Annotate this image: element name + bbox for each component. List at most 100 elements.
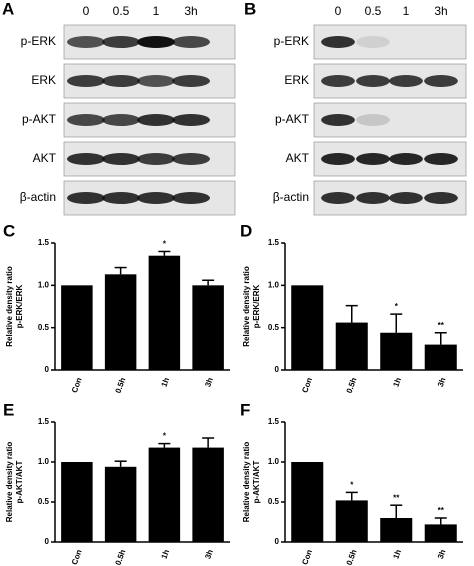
- band: [67, 153, 105, 165]
- panel-label: C: [3, 221, 15, 240]
- band: [102, 192, 140, 204]
- band: [102, 114, 140, 126]
- y-tick-label: 1.0: [268, 457, 280, 466]
- band: [321, 153, 355, 165]
- band: [321, 114, 355, 126]
- band: [102, 36, 140, 48]
- panel-label: D: [240, 221, 252, 240]
- y-tick-label: 1.5: [38, 417, 50, 426]
- x-tick-label: Con: [300, 548, 314, 566]
- bar: [61, 285, 93, 370]
- bar: [424, 344, 457, 370]
- row-label: β-actin: [273, 190, 309, 204]
- lane-label: 0: [83, 4, 90, 18]
- x-tick-label: 3h: [203, 376, 215, 388]
- y-axis-label: Relative density ratio: [242, 266, 251, 347]
- band: [356, 114, 390, 126]
- y-tick-label: 1.5: [268, 238, 280, 247]
- band: [67, 114, 105, 126]
- band: [172, 153, 210, 165]
- panel-label: F: [240, 400, 250, 419]
- row-label: ERK: [284, 73, 309, 87]
- lane-label: 0.5: [365, 4, 382, 18]
- significance: *: [163, 240, 167, 249]
- band: [67, 192, 105, 204]
- x-tick-label: 0.5h: [345, 548, 359, 566]
- band: [67, 36, 105, 48]
- x-tick-label: Con: [70, 376, 84, 394]
- y-tick-label: 0.5: [38, 497, 50, 506]
- row-label: p-AKT: [22, 112, 57, 126]
- band: [102, 75, 140, 87]
- y-tick-label: 0.5: [268, 497, 280, 506]
- row-label: p-ERK: [274, 34, 309, 48]
- lane-label: 1: [153, 4, 160, 18]
- bar: [424, 524, 457, 542]
- row-label: AKT: [33, 151, 57, 165]
- bar: [148, 255, 181, 370]
- band: [424, 192, 458, 204]
- band: [137, 192, 175, 204]
- x-tick-label: 1h: [160, 548, 172, 560]
- band: [321, 192, 355, 204]
- y-axis-label: p-AKT/AKT: [15, 461, 24, 504]
- row-label: AKT: [286, 151, 310, 165]
- bar: [335, 500, 368, 542]
- band: [137, 114, 175, 126]
- x-tick-label: 0.5h: [345, 376, 359, 394]
- significance: *: [163, 432, 167, 441]
- y-axis-label: Relative density ratio: [5, 266, 14, 347]
- x-tick-label: 3h: [203, 548, 215, 560]
- band: [67, 75, 105, 87]
- lane-label: 3h: [434, 4, 447, 18]
- band: [172, 192, 210, 204]
- x-tick-label: 1h: [160, 376, 172, 388]
- y-axis-label: Relative density ratio: [5, 442, 14, 523]
- band: [356, 192, 390, 204]
- x-tick-label: 3h: [436, 548, 448, 560]
- x-tick-label: Con: [70, 548, 84, 566]
- y-tick-label: 0: [45, 537, 50, 546]
- bar: [335, 322, 368, 370]
- bar: [192, 285, 224, 370]
- y-axis-label: p-AKT/AKT: [252, 461, 261, 504]
- band: [137, 36, 175, 48]
- y-tick-label: 0.5: [38, 323, 50, 332]
- x-tick-label: 1h: [391, 548, 403, 560]
- panel-label: E: [3, 400, 14, 419]
- x-tick-label: 0.5h: [114, 376, 128, 394]
- row-label: p-ERK: [21, 34, 56, 48]
- bar: [380, 332, 413, 370]
- bar: [104, 466, 137, 542]
- significance: **: [438, 321, 445, 330]
- lane-label: 3h: [184, 4, 197, 18]
- band: [321, 36, 355, 48]
- bar: [291, 462, 324, 542]
- significance: *: [350, 481, 354, 490]
- lane-label: 0.5: [113, 4, 130, 18]
- bar: [148, 447, 181, 542]
- y-axis-label: Relative density ratio: [242, 442, 251, 523]
- y-tick-label: 1.5: [38, 238, 50, 247]
- band: [356, 75, 390, 87]
- bar: [61, 462, 93, 542]
- y-tick-label: 0: [45, 365, 50, 374]
- row-label: p-AKT: [275, 112, 310, 126]
- x-tick-label: 1h: [391, 376, 403, 388]
- lane-label: 1: [403, 4, 410, 18]
- band: [102, 153, 140, 165]
- y-tick-label: 0: [275, 365, 280, 374]
- lane-label: 0: [335, 4, 342, 18]
- bar: [104, 274, 137, 370]
- bar: [380, 518, 413, 542]
- band: [137, 153, 175, 165]
- band: [356, 36, 390, 48]
- y-tick-label: 0: [275, 537, 280, 546]
- y-tick-label: 0.5: [268, 323, 280, 332]
- band: [389, 192, 423, 204]
- band: [137, 75, 175, 87]
- y-tick-label: 1.0: [38, 457, 50, 466]
- significance: **: [393, 493, 400, 502]
- y-tick-label: 1.5: [268, 417, 280, 426]
